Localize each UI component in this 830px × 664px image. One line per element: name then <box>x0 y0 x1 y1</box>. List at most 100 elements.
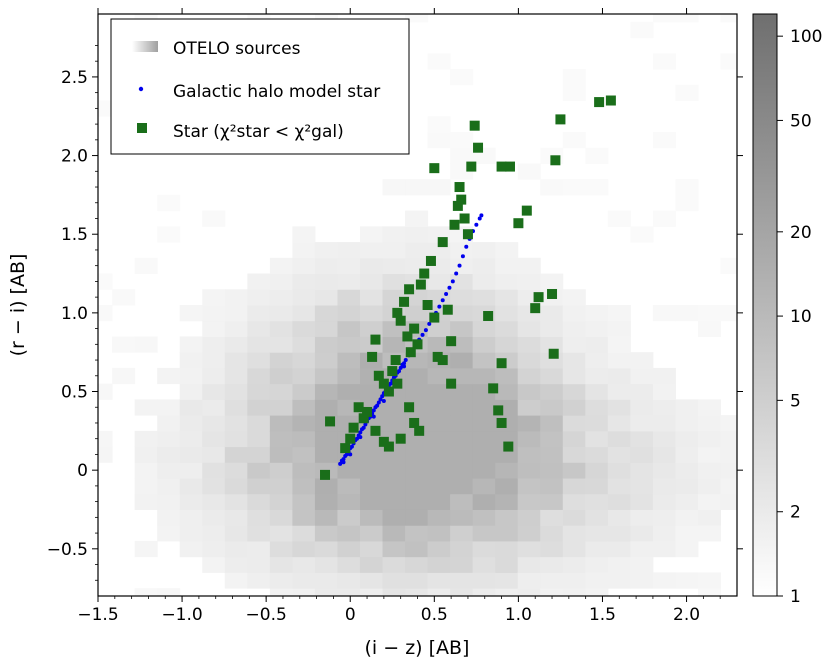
heatmap-cell <box>697 525 722 542</box>
heatmap-cell <box>427 336 451 353</box>
heatmap-cell <box>720 14 737 23</box>
heatmap-cell <box>585 556 609 573</box>
heatmap-cell <box>269 320 293 337</box>
heatmap-cell <box>359 525 384 542</box>
heatmap-cell <box>562 320 586 337</box>
heatmap-cell <box>202 305 226 322</box>
heatmap-cell <box>202 399 226 416</box>
heatmap-cell <box>292 257 316 275</box>
heatmap-cell <box>292 415 316 432</box>
heatmap-cell <box>292 462 316 479</box>
heatmap-cell <box>675 305 699 322</box>
heatmap-cell <box>405 14 429 23</box>
heatmap-cell <box>314 383 338 400</box>
halo-point <box>477 216 482 221</box>
heatmap-cell <box>427 509 451 526</box>
heatmap-cell <box>675 525 699 542</box>
heatmap-cell <box>540 540 564 558</box>
heatmap-cell <box>472 493 496 510</box>
heatmap-cell <box>720 53 737 70</box>
heatmap-cell <box>495 320 519 337</box>
colorbar-ticks: 1 2 5 10 20 50 100 <box>777 27 822 607</box>
heatmap-cell <box>562 383 586 400</box>
heatmap-cell <box>134 14 158 23</box>
heatmap-cell <box>607 336 631 353</box>
heatmap-cell <box>427 273 451 290</box>
heatmap-cell <box>495 556 519 573</box>
x-tick-label: −1.0 <box>161 605 202 625</box>
star-point <box>425 255 436 266</box>
heatmap-cell <box>540 446 564 463</box>
star-point <box>496 358 507 369</box>
heatmap-cell <box>652 415 676 432</box>
heatmap-cell <box>427 478 451 495</box>
heatmap-cell <box>359 242 384 259</box>
halo-point <box>454 271 459 276</box>
star-point <box>555 114 566 125</box>
heatmap-cell <box>314 352 338 369</box>
star-point <box>503 441 514 452</box>
heatmap-cell <box>697 588 722 596</box>
heatmap-cell <box>224 430 248 448</box>
heatmap-cell <box>585 383 609 400</box>
heatmap-cell <box>585 462 609 479</box>
heatmap-cell <box>405 242 429 259</box>
heatmap-cell <box>472 367 496 385</box>
heatmap-cell <box>179 540 203 558</box>
heatmap-cell <box>585 305 609 322</box>
star-point <box>419 268 430 279</box>
heatmap-cell <box>675 415 699 432</box>
heatmap-cell <box>517 588 541 596</box>
heatmap-cell <box>495 540 519 558</box>
heatmap-cell <box>292 478 316 495</box>
heatmap-cell <box>247 383 271 400</box>
heatmap-cell <box>675 462 699 479</box>
heatmap-cell <box>585 493 609 510</box>
heatmap-cell <box>562 179 586 196</box>
heatmap-cell <box>269 446 293 463</box>
x-axis-label: (i − z) [AB] <box>365 637 470 659</box>
heatmap-cell <box>495 509 519 526</box>
y-axis: −0.5 0 0.5 1.0 1.5 2.0 2.5 <box>47 45 743 581</box>
heatmap-cell <box>337 305 361 322</box>
heatmap-cell <box>427 540 451 558</box>
heatmap-cell <box>630 540 654 558</box>
heatmap-cell <box>337 273 361 290</box>
star-point <box>353 402 364 413</box>
heatmap-cell <box>585 525 609 542</box>
heatmap-cell <box>179 336 203 353</box>
star-point <box>370 425 381 436</box>
heatmap-cell <box>382 257 406 275</box>
halo-point <box>450 279 455 284</box>
heatmap-cell <box>562 509 586 526</box>
heatmap-cell <box>517 430 541 448</box>
heatmap-cell <box>247 352 271 369</box>
heatmap-cell <box>652 446 676 463</box>
heatmap-cell <box>427 415 451 432</box>
heatmap-cell <box>292 242 316 259</box>
heatmap-cell <box>359 493 384 510</box>
heatmap-cell <box>427 367 451 385</box>
halo-point <box>371 414 376 419</box>
star-point <box>348 422 359 433</box>
heatmap-cell <box>450 69 474 86</box>
heatmap-cell <box>134 257 158 275</box>
heatmap-cell <box>405 383 429 400</box>
heatmap-cell <box>405 556 429 573</box>
heatmap-cell <box>98 446 113 463</box>
heatmap-cell <box>517 462 541 479</box>
star-point <box>466 161 477 172</box>
heatmap-cell <box>247 367 271 385</box>
heatmap-cell <box>179 383 203 400</box>
heatmap-cell <box>179 525 203 542</box>
heatmap-cell <box>382 462 406 479</box>
legend-halo-swatch <box>138 86 144 92</box>
heatmap-cell <box>134 540 158 558</box>
heatmap-cell <box>247 478 271 495</box>
heatmap-cell <box>269 478 293 495</box>
heatmap-cell <box>337 493 361 510</box>
heatmap-cell <box>337 588 361 596</box>
star-point <box>548 348 559 359</box>
heatmap-cell <box>450 478 474 495</box>
heatmap-cell <box>675 509 699 526</box>
